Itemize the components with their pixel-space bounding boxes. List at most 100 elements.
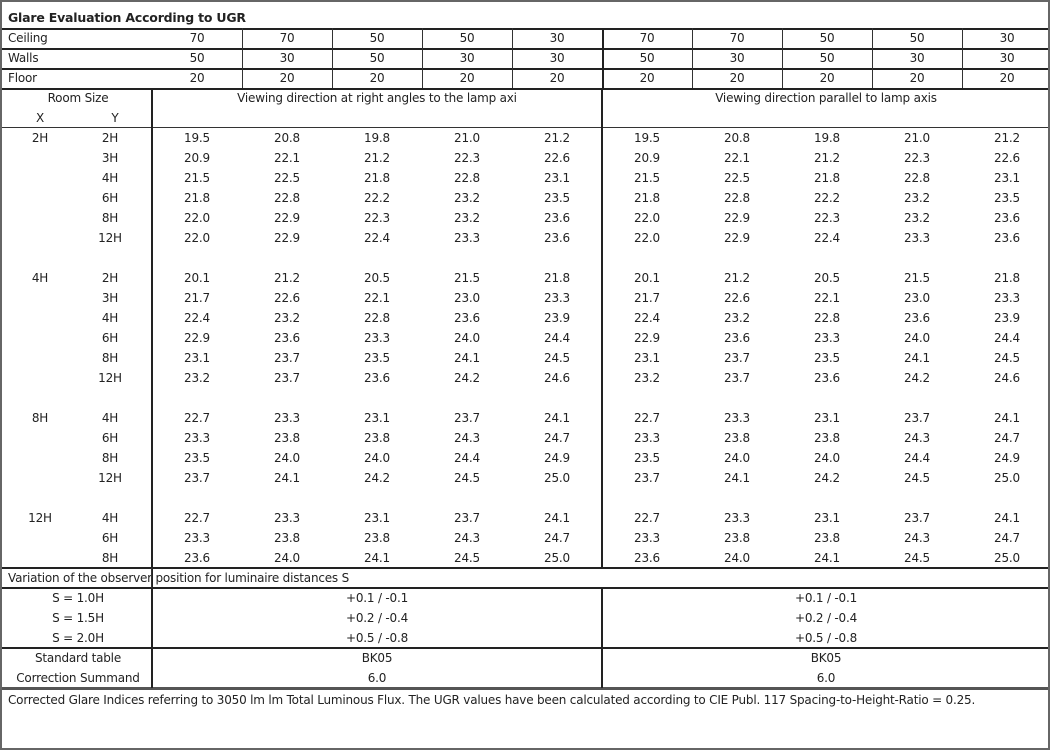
ugr-value: 22.6 (544, 151, 570, 165)
ugr-value: 22.7 (634, 511, 660, 525)
room-size-label: Room Size (47, 91, 109, 105)
ugr-value: 23.7 (274, 371, 300, 385)
reflectance-value: 20 (549, 71, 565, 85)
ugr-value: 22.6 (274, 291, 300, 305)
reflectance-value: 20 (459, 71, 475, 85)
room-y: 2H (101, 271, 119, 285)
ugr-value: 24.1 (454, 351, 480, 365)
room-y: 6H (101, 531, 119, 545)
ugr-value: 23.6 (274, 331, 300, 345)
ugr-value: 25.0 (544, 471, 570, 485)
ugr-value: 21.8 (634, 191, 660, 205)
ugr-value: 22.8 (364, 311, 390, 325)
ugr-value: 23.3 (454, 231, 480, 245)
reflectance-label: Floor (8, 71, 37, 85)
ugr-value: 23.6 (814, 371, 840, 385)
ugr-value: 22.6 (724, 291, 750, 305)
ugr-value: 24.3 (904, 531, 930, 545)
ugr-value: 23.6 (994, 211, 1020, 225)
room-y: 6H (101, 331, 119, 345)
ugr-value: 23.6 (634, 551, 660, 565)
reflectance-value: 20 (999, 71, 1015, 85)
reflectance-value: 20 (909, 71, 925, 85)
ugr-value: 22.0 (184, 211, 210, 225)
direction-parallel: Viewing direction parallel to lamp axis (715, 91, 937, 105)
ugr-value: 23.6 (724, 331, 750, 345)
ugr-value: 19.5 (634, 131, 660, 145)
ugr-value: 22.8 (454, 171, 480, 185)
ugr-value: 23.1 (814, 411, 840, 425)
reflectance-value: 20 (369, 71, 385, 85)
correction-summand-parallel: 6.0 (816, 671, 836, 685)
standard-table-label: Standard table (35, 651, 121, 665)
ugr-value: 22.3 (904, 151, 930, 165)
x-label: X (35, 111, 45, 125)
ugr-value: 20.8 (724, 131, 750, 145)
ugr-value: 23.3 (994, 291, 1020, 305)
ugr-value: 24.9 (994, 451, 1020, 465)
ugr-value: 22.8 (814, 311, 840, 325)
standard-table-parallel: BK05 (810, 651, 842, 665)
ugr-value: 23.7 (184, 471, 210, 485)
ugr-value: 19.8 (814, 131, 840, 145)
ugr-value: 24.3 (454, 431, 480, 445)
ugr-value: 23.8 (724, 431, 750, 445)
divider (872, 28, 873, 88)
divider (512, 28, 513, 88)
correction-summand-label: Correction Summand (16, 671, 140, 685)
reflectance-value: 50 (639, 51, 655, 65)
room-y: 4H (101, 411, 119, 425)
variation-right-angles: +0.1 / -0.1 (345, 591, 409, 605)
ugr-value: 25.0 (994, 471, 1020, 485)
ugr-value: 23.5 (544, 191, 570, 205)
ugr-value: 20.1 (634, 271, 660, 285)
ugr-value: 21.2 (364, 151, 390, 165)
ugr-value: 23.3 (184, 531, 210, 545)
reflectance-value: 50 (189, 51, 205, 65)
correction-summand-right-angles: 6.0 (367, 671, 387, 685)
ugr-value: 22.8 (274, 191, 300, 205)
ugr-value: 23.1 (364, 511, 390, 525)
room-y: 3H (101, 151, 119, 165)
reflectance-value: 50 (369, 31, 385, 45)
reflectance-value: 50 (819, 31, 835, 45)
room-y: 8H (101, 211, 119, 225)
reflectance-value: 30 (459, 51, 475, 65)
ugr-value: 21.0 (904, 131, 930, 145)
ugr-value: 24.1 (814, 551, 840, 565)
ugr-value: 24.4 (454, 451, 480, 465)
ugr-value: 23.5 (814, 351, 840, 365)
ugr-value: 23.7 (724, 351, 750, 365)
ugr-value: 20.8 (274, 131, 300, 145)
ugr-value: 23.8 (274, 531, 300, 545)
room-x: 4H (31, 271, 49, 285)
reflectance-value: 70 (279, 31, 295, 45)
divider (2, 68, 1048, 70)
ugr-value: 22.9 (724, 211, 750, 225)
ugr-value: 22.0 (634, 211, 660, 225)
ugr-value: 24.1 (544, 411, 570, 425)
ugr-value: 23.3 (184, 431, 210, 445)
room-y: 6H (101, 431, 119, 445)
variation-parallel: +0.1 / -0.1 (794, 591, 858, 605)
ugr-value: 23.8 (814, 431, 840, 445)
direction-right-angles: Viewing direction at right angles to the… (237, 91, 517, 105)
ugr-value: 22.9 (274, 211, 300, 225)
ugr-value: 23.3 (274, 411, 300, 425)
ugr-value: 21.7 (184, 291, 210, 305)
ugr-value: 20.9 (184, 151, 210, 165)
ugr-value: 21.2 (724, 271, 750, 285)
reflectance-value: 30 (999, 31, 1015, 45)
ugr-value: 22.4 (184, 311, 210, 325)
ugr-value: 23.5 (364, 351, 390, 365)
ugr-value: 24.3 (904, 431, 930, 445)
ugr-value: 24.0 (814, 451, 840, 465)
divider (692, 28, 693, 88)
divider (602, 28, 604, 88)
reflectance-value: 20 (279, 71, 295, 85)
ugr-value: 24.1 (994, 511, 1020, 525)
ugr-value: 23.8 (364, 431, 390, 445)
ugr-value: 24.5 (904, 551, 930, 565)
ugr-value: 23.9 (544, 311, 570, 325)
